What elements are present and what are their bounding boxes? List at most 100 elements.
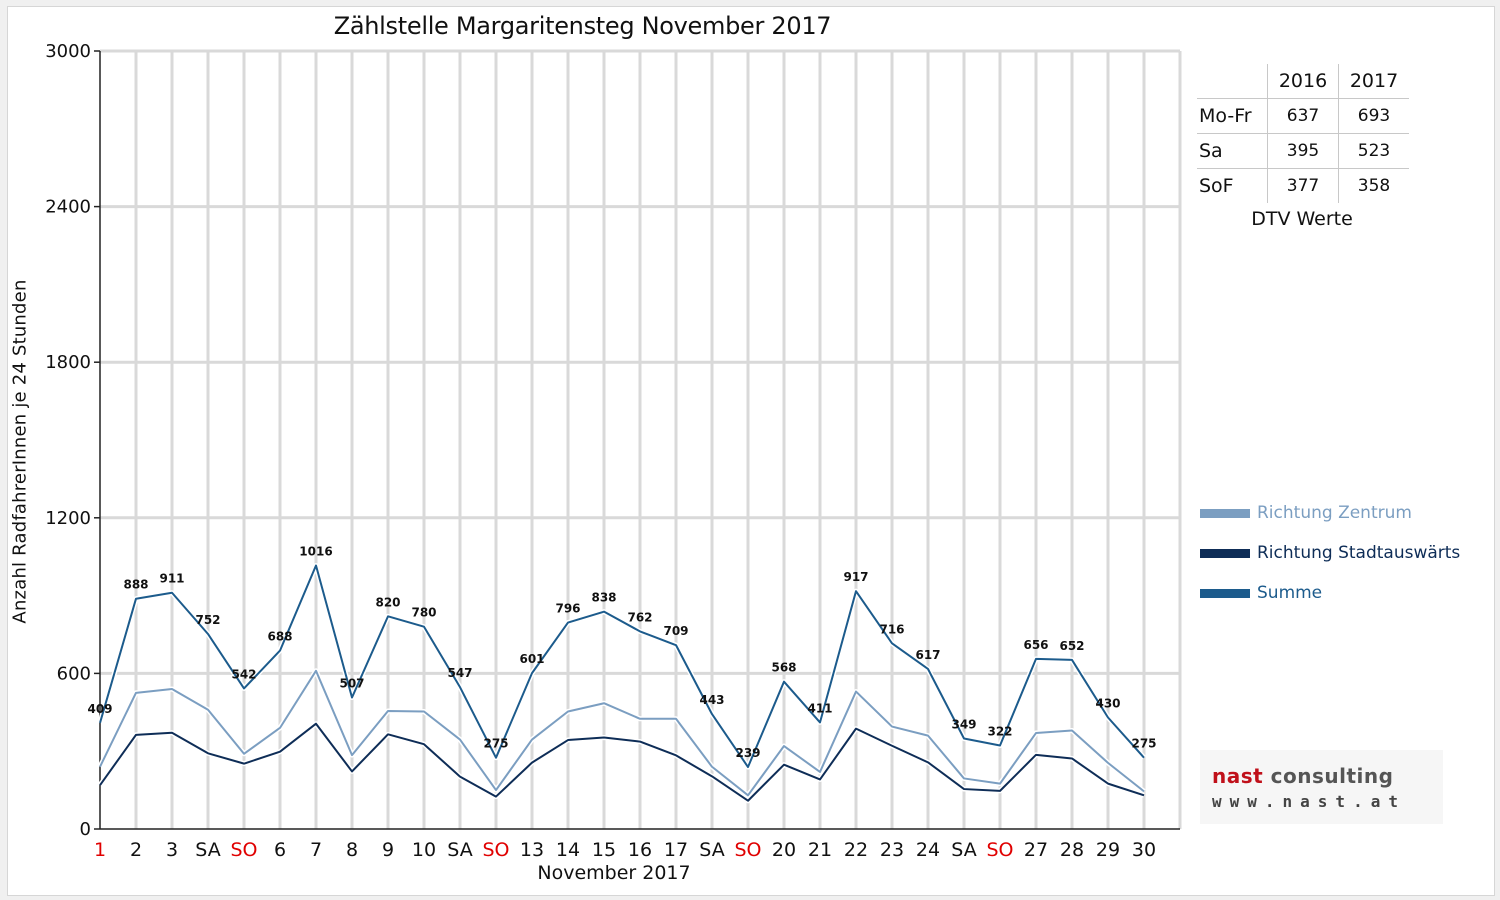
legend-label: Richtung Stadtauswärts <box>1257 543 1461 563</box>
dtv-value: 523 <box>1338 133 1409 169</box>
x-tick-label: SO <box>482 839 509 861</box>
dtv-table: 2016 2017 Mo-Fr 637 693 Sa 395 523 SoF 3… <box>1197 64 1409 203</box>
x-tick-label: SA <box>195 839 220 861</box>
logo-name-grey: consulting <box>1263 764 1394 788</box>
legend-label: Richtung Zentrum <box>1257 503 1412 523</box>
legend-item-stadtauswaerts: Richtung Stadtauswärts <box>1200 533 1460 573</box>
grid <box>100 49 1182 829</box>
x-tick-label: 30 <box>1132 839 1156 861</box>
dtv-value: 693 <box>1338 98 1409 134</box>
dtv-caption: DTV Werte <box>1251 208 1353 230</box>
data-label: 752 <box>195 613 220 627</box>
dtv-value: 637 <box>1267 98 1339 134</box>
legend-swatch <box>1200 548 1250 558</box>
data-label: 275 <box>1131 737 1156 751</box>
dtv-row-label: Mo-Fr <box>1197 98 1268 134</box>
legend-item-summe: Summe <box>1200 573 1460 613</box>
data-label: 762 <box>627 610 652 624</box>
x-tick-label: SO <box>734 839 761 861</box>
legend-swatch <box>1200 508 1250 518</box>
x-tick-label: 27 <box>1024 839 1048 861</box>
x-tick-label: 7 <box>310 839 322 861</box>
y-axis-label: Anzahl RadfahrerInnen je 24 Stunden <box>9 279 31 624</box>
data-label: 796 <box>555 602 580 616</box>
y-tick-label: 1800 <box>45 352 91 373</box>
logo-name: nast consulting <box>1212 764 1393 788</box>
series-line-richtung-stadtausw-rts <box>99 722 1145 802</box>
data-label: 617 <box>915 648 940 662</box>
data-label: 911 <box>159 572 184 586</box>
dtv-row-label: SoF <box>1197 168 1268 203</box>
data-label: 568 <box>771 661 796 675</box>
data-label: 888 <box>123 578 148 592</box>
x-tick-label: 22 <box>844 839 868 861</box>
y-tick-label: 0 <box>80 819 91 840</box>
y-tick-label: 1200 <box>45 508 91 529</box>
x-tick-label: 14 <box>556 839 580 861</box>
dtv-value: 358 <box>1357 176 1391 196</box>
data-label: 601 <box>519 652 544 666</box>
data-label: 780 <box>411 606 436 620</box>
x-tick-label: 28 <box>1060 839 1084 861</box>
data-label: 275 <box>483 737 508 751</box>
dtv-year-2017: 2017 <box>1338 64 1409 99</box>
x-tick-label: SO <box>230 839 257 861</box>
data-label: 709 <box>663 624 688 638</box>
x-axis-label: November 2017 <box>537 862 691 884</box>
x-tick-label: 6 <box>274 839 286 861</box>
x-tick-label: SA <box>951 839 976 861</box>
data-label: 547 <box>447 666 472 680</box>
x-tick-label: SA <box>447 839 472 861</box>
x-tick-label: 13 <box>520 839 544 861</box>
dtv-value: 395 <box>1267 133 1339 169</box>
series-line-summe <box>99 564 1145 769</box>
data-label: 688 <box>267 630 292 644</box>
x-tick-label: 21 <box>808 839 832 861</box>
x-tick-label: 9 <box>382 839 394 861</box>
data-label: 838 <box>591 591 616 605</box>
x-tick-label: 20 <box>772 839 796 861</box>
x-tick-label: 15 <box>592 839 616 861</box>
nast-consulting-logo: nast consulting www.nast.at <box>1200 750 1443 824</box>
y-tick-label: 600 <box>57 663 91 684</box>
x-tick-label: SA <box>699 839 724 861</box>
series-lines <box>97 563 1146 804</box>
logo-url: www.nast.at <box>1212 792 1406 811</box>
data-label: 1016 <box>299 545 332 559</box>
data-label: 239 <box>735 746 760 760</box>
y-tick-label: 3000 <box>45 41 91 62</box>
data-label: 409 <box>87 702 112 716</box>
chart-title: Zählstelle Margaritensteg November 2017 <box>333 12 832 40</box>
x-tick-label: 23 <box>880 839 904 861</box>
data-label: 820 <box>375 595 400 609</box>
series-line-richtung-zentrum <box>99 669 1145 797</box>
data-labels: 409 888 911 752 542 688 1016 507 820 780 547 275 601… <box>87 545 1156 761</box>
data-label: 322 <box>987 724 1012 738</box>
x-tick-label: 2 <box>130 839 142 861</box>
data-label: 411 <box>807 701 832 715</box>
x-tick-label: 10 <box>412 839 436 861</box>
data-label: 656 <box>1023 638 1048 652</box>
legend-label: Summe <box>1257 583 1323 603</box>
data-label: 716 <box>879 622 904 636</box>
data-label: 652 <box>1059 639 1084 653</box>
dtv-row-label: Sa <box>1197 133 1268 169</box>
data-label: 507 <box>339 677 364 691</box>
data-label: 349 <box>951 717 976 731</box>
dtv-year-2016: 2016 <box>1267 64 1339 99</box>
x-tick-label: 24 <box>916 839 940 861</box>
data-label: 443 <box>699 693 724 707</box>
x-tick-label: SO <box>986 839 1013 861</box>
x-tick-label: 16 <box>628 839 652 861</box>
x-tick-label: 1 <box>94 839 106 861</box>
x-tick-label: 29 <box>1096 839 1120 861</box>
y-tick-label: 2400 <box>45 197 91 218</box>
x-tick-label: 3 <box>166 839 178 861</box>
x-tick-label: 17 <box>664 839 688 861</box>
dtv-corner <box>1197 64 1268 99</box>
data-label: 430 <box>1095 696 1120 710</box>
logo-name-red: nast <box>1212 764 1264 788</box>
data-label: 917 <box>843 570 868 584</box>
legend-swatch <box>1200 588 1250 598</box>
